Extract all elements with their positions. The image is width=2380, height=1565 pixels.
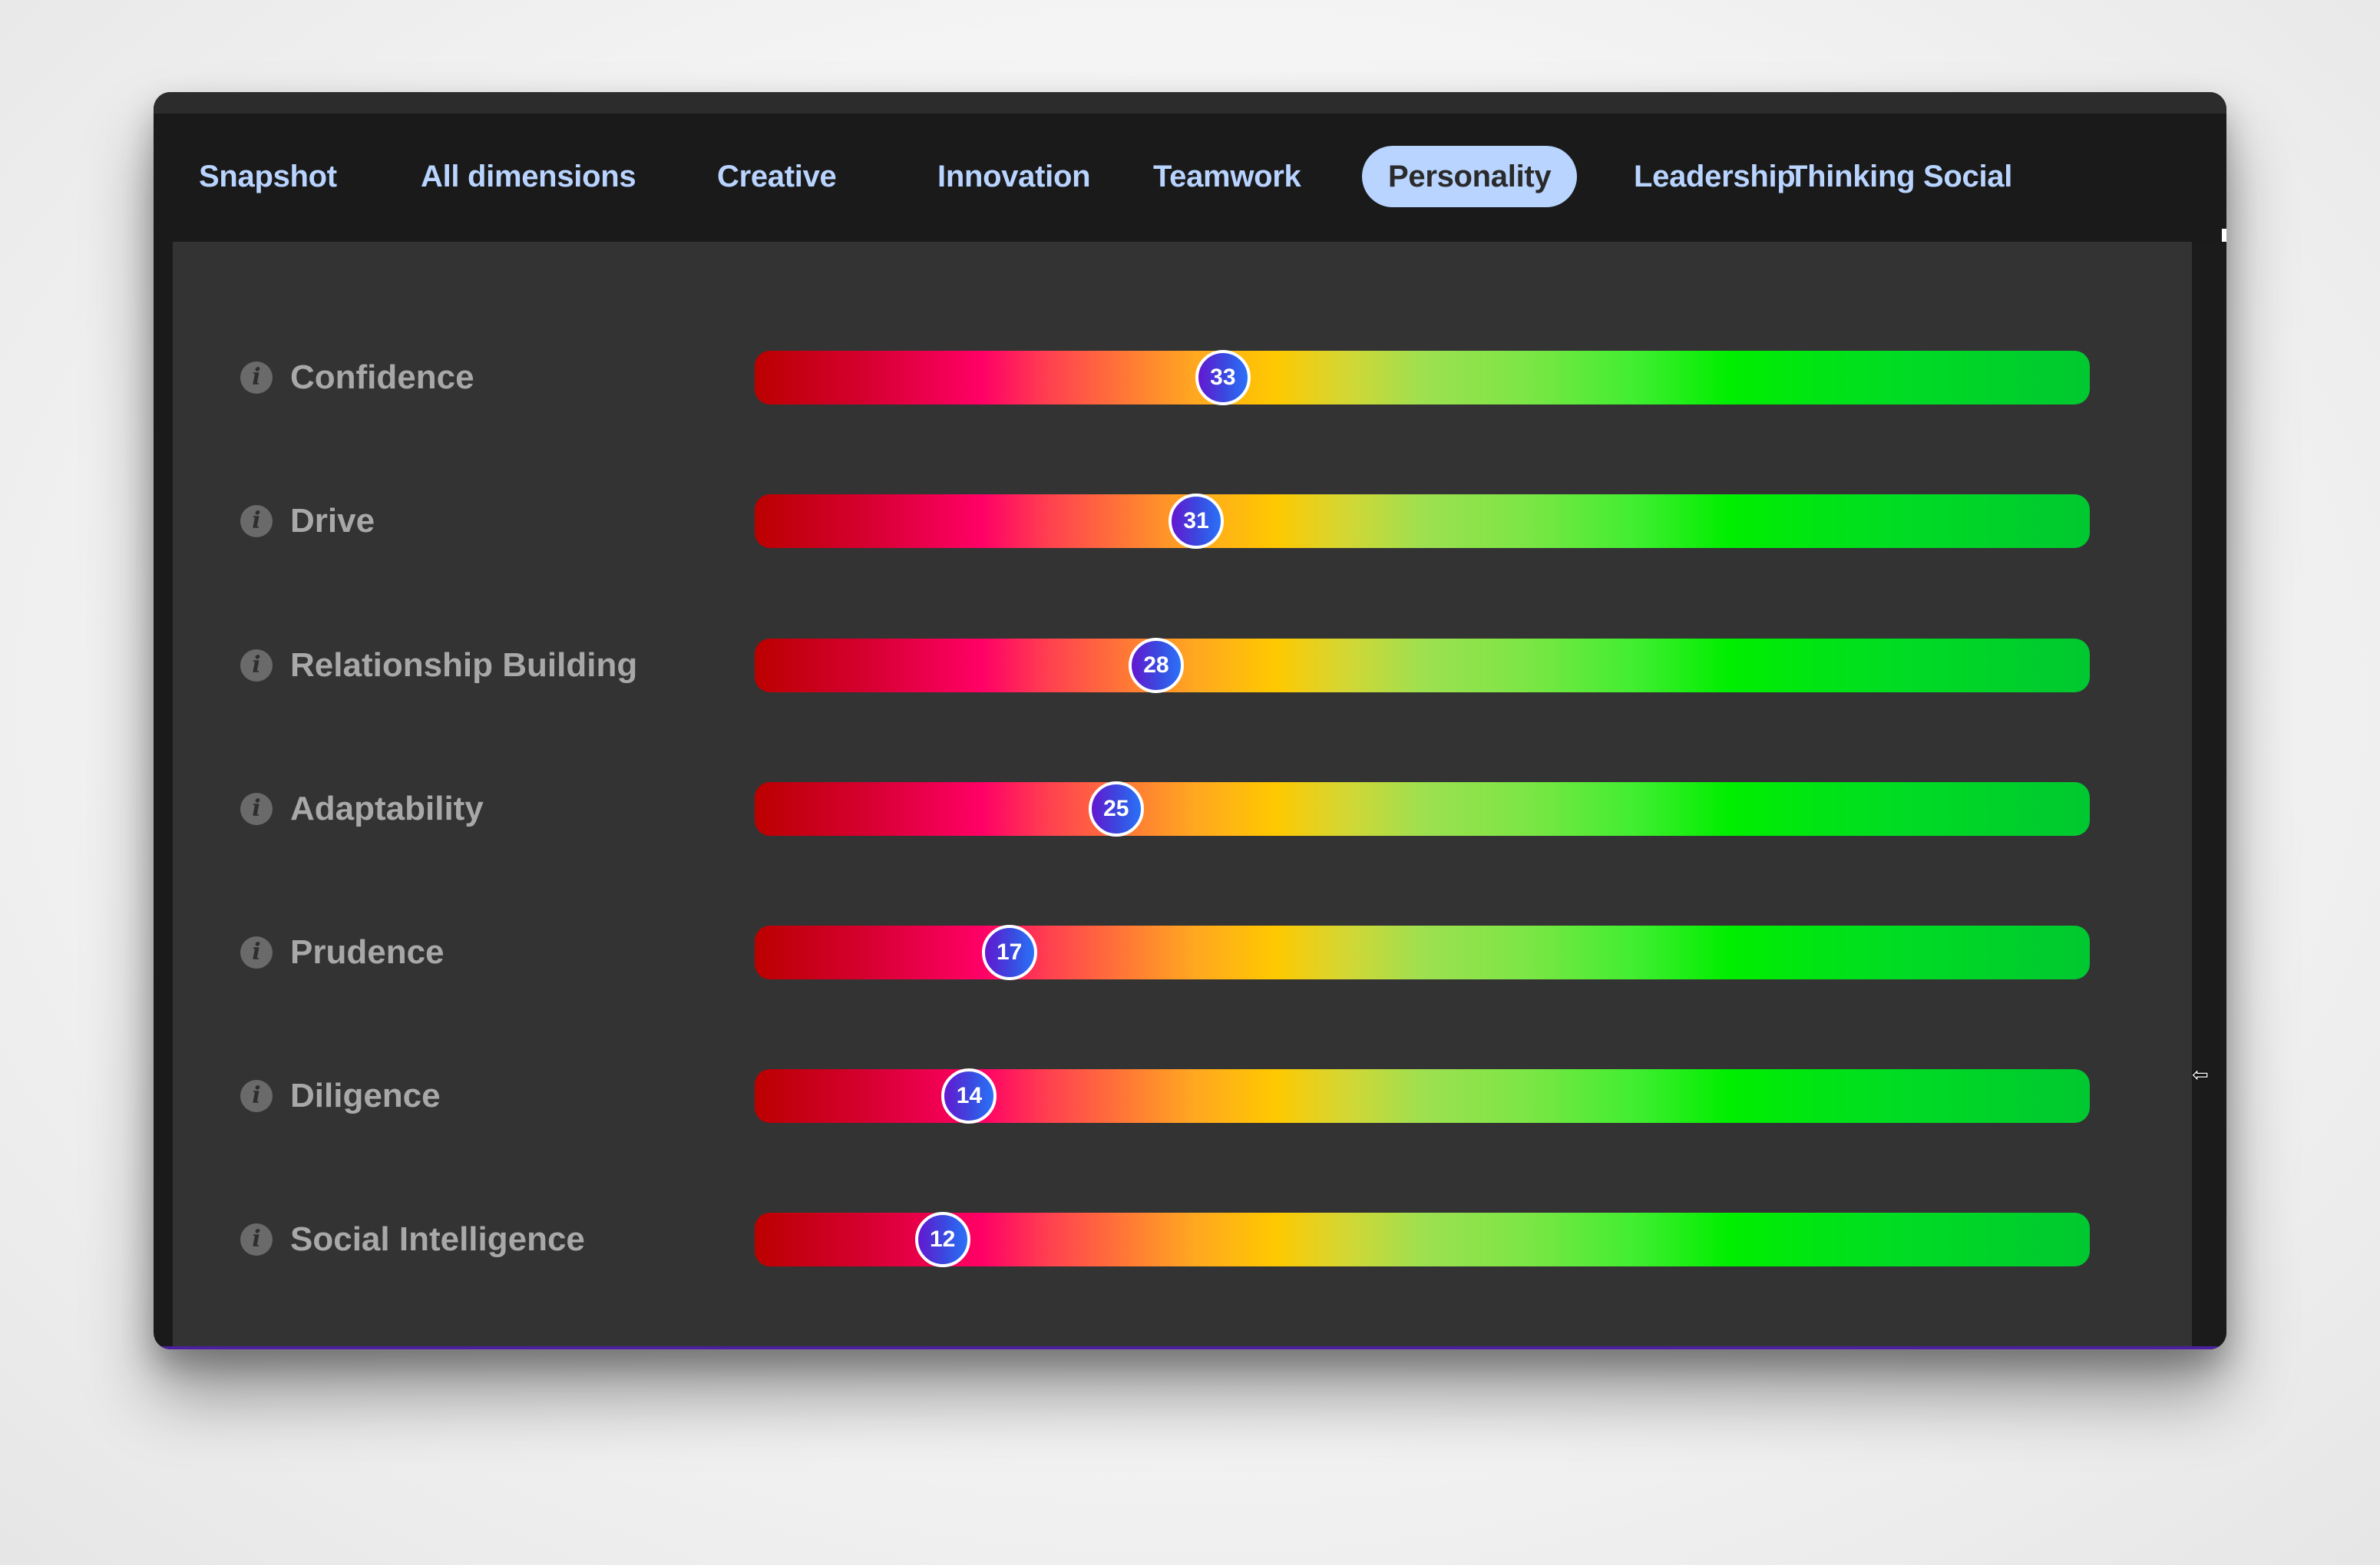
score-knob[interactable]: 12 <box>914 1212 970 1267</box>
score-bar: 31 <box>755 494 2090 549</box>
info-icon[interactable]: i <box>240 362 273 394</box>
app-window: Snapshot All dimensions Creative Innovat… <box>154 92 2226 1349</box>
info-icon[interactable]: i <box>240 1223 273 1256</box>
info-icon[interactable]: i <box>240 1080 273 1112</box>
score-bar: 17 <box>755 925 2090 980</box>
scrollbar-track[interactable] <box>2192 242 2226 1349</box>
dimension-label: Drive <box>290 502 375 540</box>
score-knob[interactable]: 31 <box>1169 494 1225 549</box>
score-bar: 12 <box>755 1212 2090 1267</box>
dimension-row-confidence: i Confidence 33 <box>173 350 2192 405</box>
tab-thinking[interactable]: Thinking <box>1789 160 1916 193</box>
dimension-label: Diligence <box>290 1077 441 1114</box>
tab-innovation[interactable]: Innovation <box>937 160 1091 193</box>
dimension-label: Prudence <box>290 933 445 971</box>
info-icon[interactable]: i <box>240 505 273 537</box>
dimension-row-adaptability: i Adaptability 25 <box>173 781 2192 837</box>
resize-cursor-icon: ⇦ <box>2192 1063 2209 1086</box>
info-icon[interactable]: i <box>240 936 273 969</box>
score-knob[interactable]: 28 <box>1128 638 1184 693</box>
bottom-accent-line <box>154 1346 2226 1349</box>
dimension-label: Relationship Building <box>290 646 638 684</box>
tab-snapshot[interactable]: Snapshot <box>199 160 337 193</box>
tab-teamwork[interactable]: Teamwork <box>1153 160 1301 193</box>
info-icon[interactable]: i <box>240 649 273 682</box>
dimension-row-prudence: i Prudence 17 <box>173 925 2192 980</box>
score-knob[interactable]: 14 <box>941 1068 997 1124</box>
dimension-list: i Confidence 33 i Drive 31 i Relationshi… <box>173 242 2192 1349</box>
score-bar: 14 <box>755 1068 2090 1124</box>
dimension-row-drive: i Drive 31 <box>173 494 2192 549</box>
dimension-row-diligence: i Diligence 14 <box>173 1068 2192 1124</box>
dimension-label: Social Intelligence <box>290 1220 585 1258</box>
tab-personality[interactable]: Personality <box>1362 146 1578 207</box>
dimension-row-relationship-building: i Relationship Building 28 <box>173 638 2192 693</box>
tab-leadership[interactable]: Leadership <box>1634 160 1796 193</box>
score-bar: 28 <box>755 638 2090 693</box>
info-icon[interactable]: i <box>240 793 273 825</box>
dimension-label: Confidence <box>290 358 474 396</box>
title-bar <box>154 92 2226 114</box>
score-knob[interactable]: 33 <box>1195 350 1251 405</box>
tab-creative[interactable]: Creative <box>717 160 837 193</box>
score-knob[interactable]: 25 <box>1088 781 1144 837</box>
dimension-tab-bar: Snapshot All dimensions Creative Innovat… <box>154 114 2226 263</box>
score-bar: 25 <box>755 781 2090 837</box>
score-knob[interactable]: 17 <box>981 925 1037 980</box>
dimension-row-social-intelligence: i Social Intelligence 12 <box>173 1212 2192 1267</box>
score-bar: 33 <box>755 350 2090 405</box>
tab-all-dimensions[interactable]: All dimensions <box>421 160 636 193</box>
dimension-label: Adaptability <box>290 790 484 827</box>
tab-social[interactable]: Social <box>1923 160 2013 193</box>
